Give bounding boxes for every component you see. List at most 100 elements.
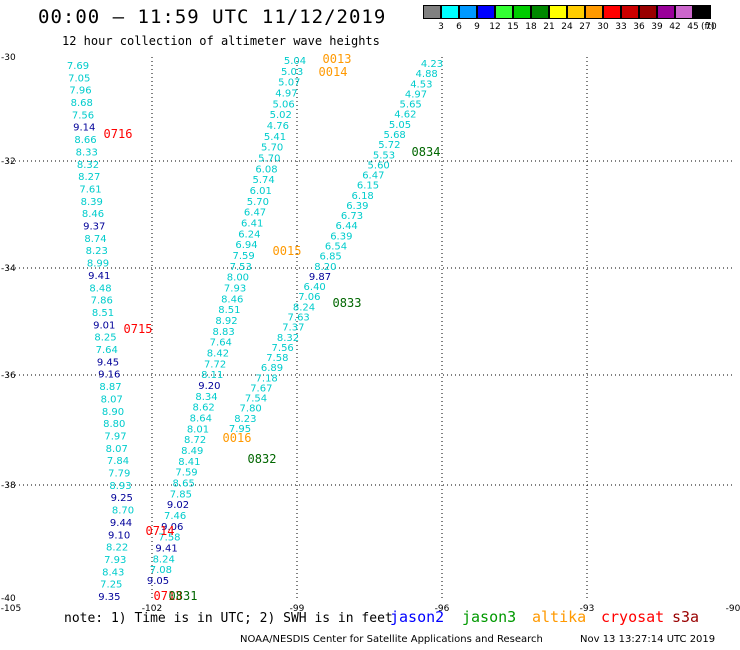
colorbar-label-21: 21	[543, 22, 555, 32]
wave-value: 5.05	[389, 120, 411, 131]
wave-value: 9.06	[161, 522, 183, 533]
wave-value: 9.02	[167, 500, 189, 511]
pass-time-label: 0831	[169, 589, 198, 603]
wave-value: 5.60	[368, 160, 390, 171]
wave-value: 7.64	[96, 345, 118, 356]
wave-value: 8.23	[86, 246, 108, 257]
legend-s3a: s3a	[672, 608, 700, 626]
axis-labels: -105 -102 -99 -96 -93 -90 -30 -32 -34 -36 -38 -40	[1, 53, 740, 614]
lat-lon-grid	[7, 57, 733, 598]
wave-value: 8.01	[187, 424, 209, 435]
wave-value: 5.72	[378, 140, 400, 151]
page-title: 00:00 – 11:59 UTC 11/12/2019	[38, 6, 387, 28]
wave-value: 9.87	[309, 272, 331, 283]
lat-label: -40	[1, 594, 16, 604]
colorbar-swatch-21	[531, 5, 549, 19]
credit-text: NOAA/NESDIS Center for Satellite Applica…	[240, 634, 543, 645]
colorbar-swatch-70	[693, 5, 711, 19]
wave-value: 9.41	[88, 271, 110, 282]
wave-value: 7.64	[210, 338, 232, 349]
pass-time-label: 0014	[319, 65, 348, 79]
wave-value: 7.18	[256, 373, 278, 384]
wave-value: 6.41	[241, 219, 263, 230]
pass-time-label: 0834	[412, 145, 441, 159]
wave-value: 8.93	[109, 481, 131, 492]
wave-value: 8.90	[102, 407, 124, 418]
colorbar-swatch-27	[567, 5, 585, 19]
wave-value: 8.24	[293, 302, 315, 313]
wave-value: 7.67	[250, 383, 272, 394]
wave-value: 6.94	[235, 240, 257, 251]
lat-label: -30	[1, 53, 16, 63]
pass-time-label: 0715	[124, 322, 153, 336]
colorbar-swatch-15	[495, 5, 513, 19]
wave-value: 5.70	[258, 154, 280, 165]
lat-label: -34	[1, 264, 16, 274]
wave-value: 8.99	[87, 259, 109, 270]
wave-value: 5.41	[264, 132, 286, 143]
colorbar-label-27: 27	[579, 22, 591, 32]
wave-value: 9.25	[111, 493, 133, 504]
wave-value: 9.20	[198, 381, 220, 392]
wave-value: 9.37	[83, 222, 105, 233]
colorbar-label-3: 3	[438, 22, 444, 32]
colorbar-label-15: 15	[507, 22, 519, 32]
pass-time-label: 0714	[146, 524, 175, 538]
wave-value: 6.40	[304, 282, 326, 293]
wave-value: 8.25	[94, 333, 116, 344]
legend-cryosat: cryosat	[601, 608, 665, 626]
colorbar-swatch-39	[639, 5, 657, 19]
wave-value: 7.59	[232, 251, 254, 262]
lat-label: -38	[1, 481, 16, 491]
wave-value: 7.79	[108, 469, 130, 480]
wave-value: 9.16	[98, 370, 120, 381]
wave-value: 7.54	[245, 394, 267, 405]
wave-value: 8.70	[112, 506, 134, 517]
colorbar-label-12: 12	[489, 22, 501, 32]
pass-time-label: 0015	[273, 244, 302, 258]
wave-value: 6.08	[255, 164, 277, 175]
wave-value: 8.49	[181, 446, 203, 457]
wave-value: 7.93	[104, 555, 126, 566]
wave-value: 8.32	[277, 333, 299, 344]
pass-time-label: 0833	[333, 296, 362, 310]
wave-value: 8.07	[101, 394, 123, 405]
lat-label: -36	[1, 371, 16, 381]
wave-value: 7.84	[107, 456, 129, 467]
wave-height-values: 7.697.057.968.687.569.148.668.338.328.27…	[67, 56, 443, 603]
legend-altika: altika	[532, 608, 587, 626]
wave-value: 6.01	[250, 186, 272, 197]
wave-value: 7.95	[229, 424, 251, 435]
wave-value: 6.85	[320, 252, 342, 263]
wave-value: 6.18	[352, 191, 374, 202]
colorbar-label-36: 36	[633, 22, 645, 32]
wave-value: 5.03	[281, 67, 303, 78]
wave-value: 8.92	[215, 316, 237, 327]
colorbar-swatch-24	[549, 5, 567, 19]
wave-value: 8.22	[106, 543, 128, 554]
wave-value: 8.11	[201, 370, 223, 381]
wave-value: 7.63	[288, 312, 310, 323]
lon-label: -93	[580, 604, 595, 614]
wave-value: 4.62	[394, 110, 416, 121]
colorbar-label-70: 70	[705, 22, 717, 32]
colorbar-label-33: 33	[615, 22, 627, 32]
wave-value: 8.66	[74, 135, 96, 146]
wave-value: 8.68	[71, 98, 93, 109]
wave-value: 7.86	[91, 296, 113, 307]
wave-value: 7.69	[67, 61, 89, 72]
wave-value: 7.05	[68, 73, 90, 84]
wave-value: 8.62	[193, 403, 215, 414]
wave-value: 9.01	[93, 320, 115, 331]
pass-time-label: 0713	[154, 589, 183, 603]
wave-value: 7.97	[104, 431, 126, 442]
wave-value: 7.85	[170, 489, 192, 500]
colorbar-label-6: 6	[456, 22, 462, 32]
wave-value: 8.33	[76, 147, 98, 158]
legend-jason2: jason2	[390, 608, 445, 626]
colorbar-swatch-6	[441, 5, 459, 19]
wave-value: 6.73	[341, 211, 363, 222]
